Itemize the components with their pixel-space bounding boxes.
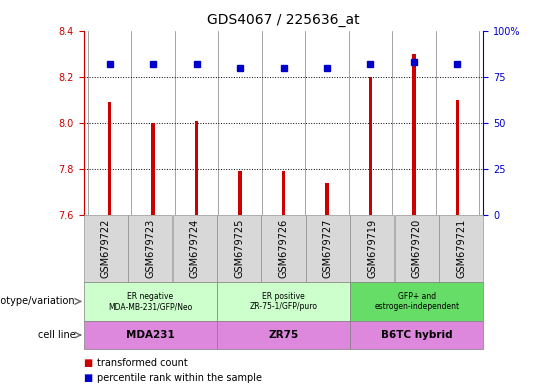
Text: GSM679719: GSM679719 xyxy=(367,219,377,278)
Text: MDA231: MDA231 xyxy=(126,330,174,340)
Bar xyxy=(238,171,242,215)
Text: cell line: cell line xyxy=(38,330,76,340)
Text: GSM679727: GSM679727 xyxy=(323,219,333,278)
Text: transformed count: transformed count xyxy=(97,358,188,368)
Bar xyxy=(195,121,198,215)
Text: GSM679721: GSM679721 xyxy=(456,219,466,278)
Text: GSM679724: GSM679724 xyxy=(190,219,200,278)
Text: ■: ■ xyxy=(84,373,96,383)
Bar xyxy=(325,183,329,215)
Text: GSM679722: GSM679722 xyxy=(101,219,111,278)
Text: B6TC hybrid: B6TC hybrid xyxy=(381,330,453,340)
Text: genotype/variation: genotype/variation xyxy=(0,296,76,306)
Text: ER negative
MDA-MB-231/GFP/Neo: ER negative MDA-MB-231/GFP/Neo xyxy=(108,292,192,311)
Bar xyxy=(369,77,372,215)
Bar xyxy=(151,123,155,215)
Text: GSM679720: GSM679720 xyxy=(411,219,422,278)
Text: ■: ■ xyxy=(84,358,96,368)
Text: GSM679725: GSM679725 xyxy=(234,219,244,278)
Title: GDS4067 / 225636_at: GDS4067 / 225636_at xyxy=(207,13,360,27)
Text: percentile rank within the sample: percentile rank within the sample xyxy=(97,373,262,383)
Bar xyxy=(456,100,459,215)
Text: GFP+ and
estrogen-independent: GFP+ and estrogen-independent xyxy=(374,292,459,311)
Bar xyxy=(282,171,285,215)
Bar xyxy=(412,54,416,215)
Text: GSM679726: GSM679726 xyxy=(279,219,288,278)
Text: ZR75: ZR75 xyxy=(268,330,299,340)
Bar xyxy=(108,102,111,215)
Text: GSM679723: GSM679723 xyxy=(145,219,156,278)
Text: ER positive
ZR-75-1/GFP/puro: ER positive ZR-75-1/GFP/puro xyxy=(249,292,318,311)
